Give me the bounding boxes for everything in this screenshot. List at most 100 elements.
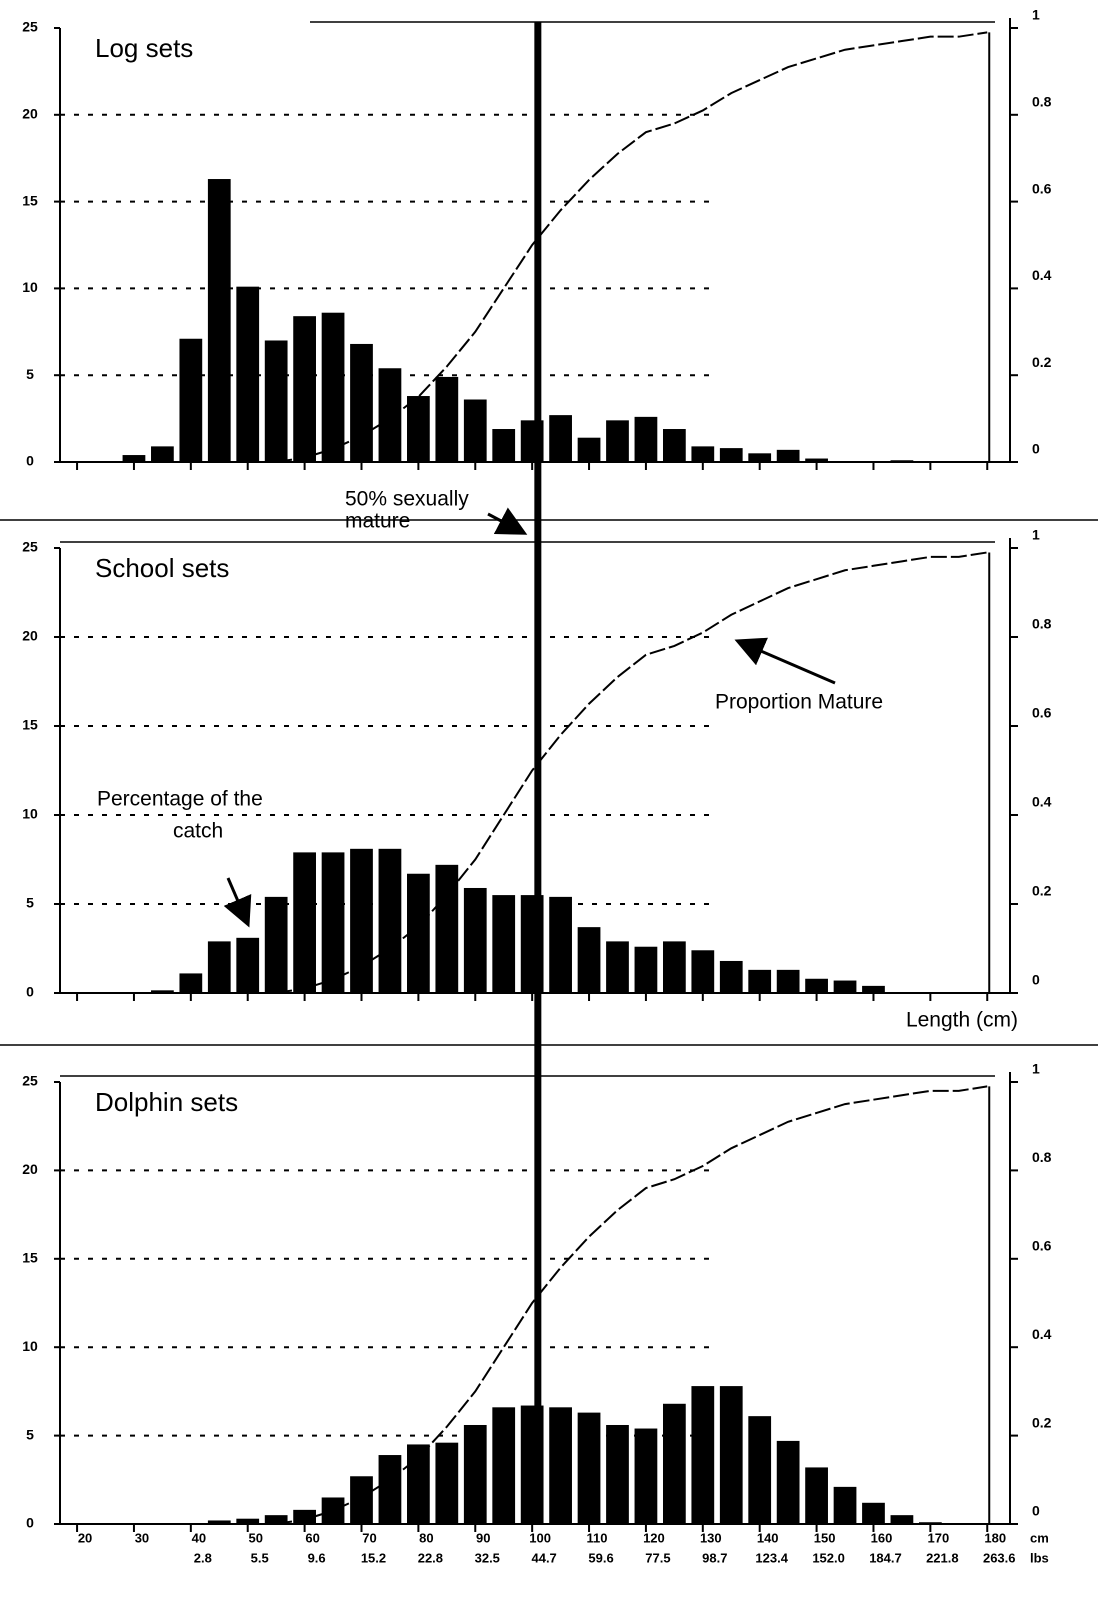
y-tick-label: 10	[22, 1338, 38, 1354]
y2-tick-label: 0.4	[1032, 1326, 1052, 1342]
bar	[606, 941, 629, 993]
bar	[606, 1424, 629, 1524]
bar	[264, 1515, 288, 1524]
y2-tick-label: 0.8	[1032, 94, 1052, 110]
bar	[833, 980, 857, 993]
x2-tick-label: 77.5	[645, 1550, 670, 1565]
bar	[805, 978, 828, 993]
bar	[719, 1386, 743, 1524]
y2-tick-label: 0.2	[1032, 883, 1052, 899]
x-tick-label: 150	[814, 1530, 836, 1545]
panel-title: School sets	[95, 553, 229, 583]
y-tick-label: 25	[22, 1073, 38, 1089]
bar	[378, 368, 402, 462]
annotation: mature	[345, 510, 410, 533]
bar	[492, 429, 516, 462]
bar	[179, 338, 203, 462]
y2-tick-label: 0.6	[1032, 705, 1052, 721]
y2-tick-label: 0.6	[1032, 1238, 1052, 1254]
bar	[264, 340, 288, 462]
bar	[435, 376, 459, 462]
x-tick-label: 130	[700, 1530, 722, 1545]
y-tick-label: 20	[22, 628, 38, 644]
y-tick-label: 20	[22, 1161, 38, 1177]
bar	[577, 437, 601, 462]
bar	[407, 873, 430, 993]
bar	[236, 937, 260, 993]
y2-tick-label: 0	[1032, 1503, 1040, 1519]
annotation: Percentage of the	[97, 788, 263, 811]
bar	[862, 985, 885, 993]
x2-tick-label: 9.6	[308, 1550, 326, 1565]
bar	[833, 1486, 857, 1524]
bar	[918, 1522, 942, 1524]
y-tick-label: 0	[26, 984, 34, 1000]
bar	[492, 1407, 516, 1524]
bar	[776, 449, 800, 462]
bar	[264, 896, 288, 993]
bar	[435, 864, 459, 993]
panel-title: Log sets	[95, 33, 193, 63]
x-tick-label: 170	[928, 1530, 950, 1545]
y-tick-label: 5	[26, 366, 34, 382]
x-tick-label: 100	[529, 1530, 551, 1545]
bar	[350, 1476, 373, 1524]
bar	[691, 1386, 715, 1524]
bar	[776, 969, 800, 993]
bar	[805, 458, 828, 462]
bar	[293, 852, 316, 993]
bar	[435, 1442, 459, 1524]
y-tick-label: 25	[22, 19, 38, 35]
bar	[719, 960, 743, 993]
bar	[890, 460, 914, 462]
x2-tick-label: 22.8	[418, 1550, 443, 1565]
y-tick-label: 5	[26, 895, 34, 911]
x-tick-label: 120	[643, 1530, 665, 1545]
bar	[236, 286, 260, 462]
x2-tick-label: 221.8	[926, 1550, 959, 1565]
bar	[662, 429, 686, 462]
bar	[321, 852, 345, 993]
bar	[293, 1509, 316, 1524]
bar	[151, 990, 174, 993]
arrow	[487, 507, 528, 535]
x-tick-label: 80	[419, 1530, 433, 1545]
bar	[293, 316, 316, 462]
bar	[122, 455, 146, 462]
y2-tick-label: 0.2	[1032, 354, 1052, 370]
y-tick-label: 10	[22, 806, 38, 822]
bar	[378, 1455, 402, 1524]
x-tick-label: 50	[248, 1530, 262, 1545]
x2-tick-label: 184.7	[869, 1550, 902, 1565]
x-tick-label: 70	[362, 1530, 376, 1545]
bar	[207, 1520, 231, 1524]
bar	[634, 946, 658, 993]
bar	[691, 446, 715, 462]
bar	[350, 848, 373, 993]
bar	[862, 1502, 885, 1524]
x2-tick-label: 32.5	[475, 1550, 500, 1565]
x-tick-label: 20	[78, 1530, 92, 1545]
bar	[662, 941, 686, 993]
annotation: catch	[173, 820, 223, 843]
proportion-curve	[276, 1085, 988, 1525]
bar	[890, 1515, 914, 1524]
x2-tick-label: 59.6	[588, 1550, 613, 1565]
arrow	[223, 877, 252, 928]
y2-tick-label: 0.4	[1032, 267, 1052, 283]
x-unit: cm	[1030, 1530, 1049, 1545]
bar	[776, 1440, 800, 1524]
y2-tick-label: 1	[1032, 527, 1040, 543]
bar	[549, 415, 572, 462]
bar	[549, 1407, 572, 1524]
bar	[634, 1428, 658, 1524]
bar	[236, 1518, 260, 1524]
y2-tick-label: 0	[1032, 972, 1040, 988]
bar	[662, 1403, 686, 1524]
y-tick-label: 25	[22, 539, 38, 555]
y-tick-label: 0	[26, 1515, 34, 1531]
x2-unit: lbs	[1030, 1550, 1049, 1565]
bar	[606, 420, 629, 462]
x2-tick-label: 263.6	[983, 1550, 1016, 1565]
y-tick-label: 10	[22, 279, 38, 295]
